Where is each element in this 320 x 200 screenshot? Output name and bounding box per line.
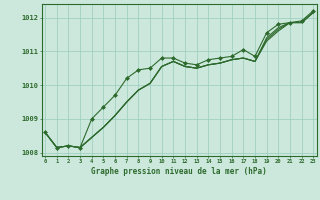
X-axis label: Graphe pression niveau de la mer (hPa): Graphe pression niveau de la mer (hPa) [91,167,267,176]
